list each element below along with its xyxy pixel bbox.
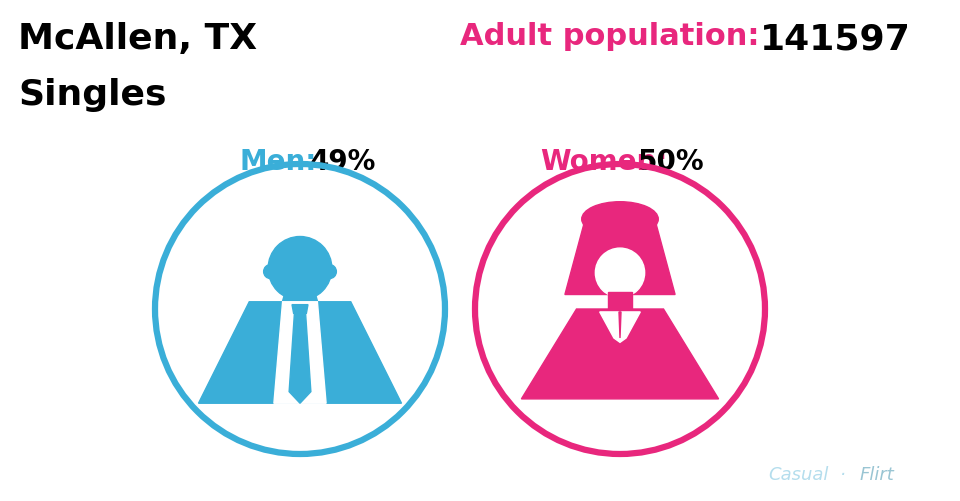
Polygon shape — [289, 314, 311, 403]
Text: McAllen, TX: McAllen, TX — [18, 22, 257, 56]
Text: ·: · — [840, 465, 852, 483]
Circle shape — [264, 265, 277, 279]
Polygon shape — [281, 291, 319, 307]
Ellipse shape — [582, 202, 659, 237]
Text: 50%: 50% — [638, 148, 705, 176]
Polygon shape — [199, 302, 401, 403]
Circle shape — [595, 248, 645, 298]
Polygon shape — [274, 302, 326, 403]
Polygon shape — [600, 312, 640, 343]
Text: Men:: Men: — [240, 148, 318, 176]
Text: Women:: Women: — [540, 148, 667, 176]
Text: Singles: Singles — [18, 78, 166, 112]
Polygon shape — [292, 305, 308, 314]
Circle shape — [157, 167, 443, 452]
Polygon shape — [564, 219, 675, 295]
Text: 49%: 49% — [310, 148, 376, 176]
Text: Adult population:: Adult population: — [460, 22, 759, 51]
Text: Flirt: Flirt — [859, 465, 894, 483]
Polygon shape — [521, 310, 719, 399]
Text: Casual: Casual — [768, 465, 828, 483]
Circle shape — [268, 237, 332, 301]
Circle shape — [323, 265, 336, 279]
Text: 141597: 141597 — [760, 22, 911, 56]
Polygon shape — [619, 312, 621, 338]
Circle shape — [477, 167, 763, 452]
Polygon shape — [609, 293, 632, 310]
